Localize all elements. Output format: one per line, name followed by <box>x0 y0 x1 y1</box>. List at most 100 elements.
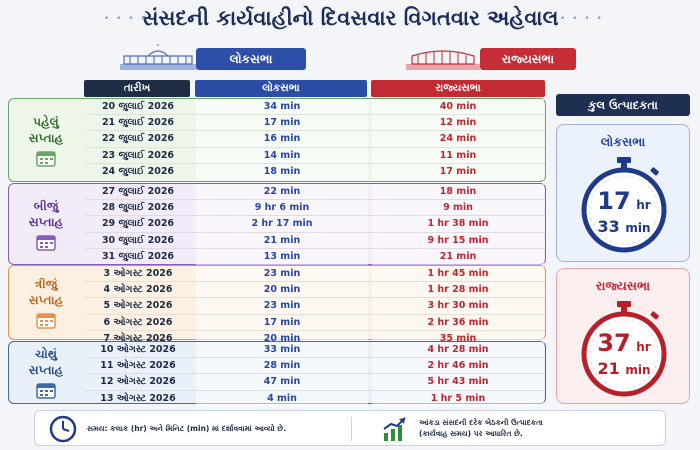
rajya-sabha-cell: 3 hr 30 min <box>372 298 544 314</box>
lok-sabha-cell: 14 min <box>196 147 368 163</box>
date-cell: 29 જુલાઈ 2026 <box>101 218 175 230</box>
title-decoration-right: • • • • <box>560 14 604 24</box>
date-cell: 4 ઓગસ્ટ 2026 <box>103 284 173 296</box>
date-cell: 13 ઓગસ્ટ 2026 <box>100 393 176 405</box>
table-row: 5 ઓગસ્ટ 2026 23 min 3 hr 30 min <box>85 298 545 315</box>
lok-sabha-cell: 2 hr 17 min <box>196 216 368 232</box>
rajya-sabha-banner: રાજ્યસભા <box>480 48 576 70</box>
rajya-sabha-cell: 40 min <box>372 99 544 115</box>
table-row: 24 જુલાઈ 2026 18 min 17 min <box>85 163 545 180</box>
rajya-sabha-cell: 18 min <box>372 184 544 200</box>
table-row: 30 જુલાઈ 2026 21 min 9 hr 15 min <box>85 232 545 249</box>
table-row: 22 જુલાઈ 2026 16 min 24 min <box>85 131 545 148</box>
lok-sabha-cell: 22 min <box>196 184 368 200</box>
rajya-sabha-cell: 9 hr 15 min <box>372 232 544 248</box>
week-label-line1: પહેલું <box>33 114 59 129</box>
rajya-sabha-cell: 17 min <box>372 163 544 180</box>
week-label-line2: સપ્તાહ <box>28 363 64 377</box>
table-row: 23 જુલાઈ 2026 14 min 11 min <box>85 147 545 164</box>
table-row: 13 ઓગસ્ટ 2026 4 min 1 hr 5 min <box>85 390 545 407</box>
date-column-header: તારીખ <box>84 80 190 97</box>
lok-sabha-minutes: 33 min <box>597 217 651 236</box>
rajya-sabha-cell: 1 hr 38 min <box>372 216 544 232</box>
table-row: 4 ઓગસ્ટ 2026 20 min 1 hr 28 min <box>85 282 545 299</box>
week-label-line1: ત્રીજું <box>34 277 58 291</box>
calendar-icon <box>36 313 56 329</box>
lok-sabha-cell: 23 min <box>196 298 368 314</box>
rajya-sabha-minutes: 21 min <box>597 359 651 378</box>
week-label-line1: ચોથું <box>35 347 57 361</box>
calendar-icon <box>36 383 56 399</box>
week-label: ચોથું સપ્તાહ <box>9 342 83 403</box>
footer-divider <box>351 417 352 441</box>
rajya-sabha-cell: 24 min <box>372 131 544 147</box>
table-row: 20 જુલાઈ 2026 34 min 40 min <box>85 99 545 116</box>
lok-sabha-cell: 28 min <box>196 358 368 374</box>
table-row: 11 ઓગસ્ટ 2026 28 min 2 hr 46 min <box>85 358 545 375</box>
week-label-line2: સપ્તાહ <box>28 293 64 307</box>
date-cell: 23 જુલાઈ 2026 <box>101 149 175 161</box>
table-row: 3 ઓગસ્ટ 2026 23 min 1 hr 45 min <box>85 266 545 283</box>
table-row: 21 જુલાઈ 2026 17 min 12 min <box>85 115 545 132</box>
rajya-sabha-cell: 2 hr 36 min <box>372 314 544 330</box>
rajya-sabha-cell: 2 hr 46 min <box>372 358 544 374</box>
rajya-sabha-productivity-card: રાજ્યસભા 37 hr 21 min <box>556 268 690 404</box>
parliament-building-icon <box>406 50 480 70</box>
date-cell: 31 જુલાઈ 2026 <box>101 251 175 263</box>
rajya-sabha-cell: 11 min <box>372 147 544 163</box>
lok-sabha-cell: 17 min <box>196 115 368 131</box>
calendar-icon <box>36 150 56 167</box>
date-cell: 10 ઓગસ્ટ 2026 <box>100 344 176 356</box>
lok-sabha-cell: 47 min <box>196 374 368 390</box>
week-label: ત્રીજું સપ્તાહ <box>9 266 83 339</box>
rajya-sabha-column-header: રાજ્યસભા <box>371 80 545 97</box>
week-label-line2: સપ્તાહ <box>28 214 64 229</box>
rajya-sabha-cell: 5 hr 43 min <box>372 374 544 390</box>
table-row: 12 ઓગસ્ટ 2026 47 min 5 hr 43 min <box>85 374 545 391</box>
week-label-line1: બીજું <box>33 198 59 213</box>
lok-sabha-cell: 20 min <box>196 282 368 298</box>
week-label: પહેલું સપ્તાહ <box>9 99 83 181</box>
footer-note: સમય: કલાક (hr) અને મિનિટ (min) માં દર્શા… <box>34 410 666 446</box>
week-rows: 27 જુલાઈ 2026 22 min 18 min 28 જુલાઈ 2026 9 … <box>85 184 545 265</box>
rajya-sabha-productivity-label: રાજ્યસભા <box>595 278 651 293</box>
lok-sabha-cell: 13 min <box>196 248 368 265</box>
footer-note-time-units: સમય: કલાક (hr) અને મિનિટ (min) માં દર્શા… <box>87 424 287 433</box>
title-decoration-left: • • • • <box>104 14 148 24</box>
total-productivity-header: કુલ ઉત્પાદકતા <box>556 94 690 116</box>
date-cell: 27 જુલાઈ 2026 <box>101 186 175 198</box>
lok-sabha-column-header: લોકસભા <box>195 80 367 97</box>
week-label-line2: સપ્તાહ <box>28 130 64 145</box>
date-cell: 21 જુલાઈ 2026 <box>101 117 175 129</box>
date-cell: 20 જુલાઈ 2026 <box>101 101 175 113</box>
lok-sabha-cell: 16 min <box>196 131 368 147</box>
rajya-sabha-hours: 37 hr <box>597 329 651 357</box>
lok-sabha-cell: 21 min <box>196 232 368 248</box>
table-row: 10 ઓગસ્ટ 2026 33 min 4 hr 28 min <box>85 342 545 359</box>
rajya-sabha-cell: 21 min <box>372 248 544 265</box>
calendar-icon <box>36 234 56 251</box>
lok-sabha-cell: 18 min <box>196 163 368 180</box>
lok-sabha-cell: 34 min <box>196 99 368 115</box>
week-rows: 3 ઓગસ્ટ 2026 23 min 1 hr 45 min 4 ઓગસ્ટ 202… <box>85 266 545 347</box>
growth-chart-icon <box>383 417 406 441</box>
rajya-sabha-cell: 1 hr 5 min <box>372 390 544 407</box>
table-row: 31 જુલાઈ 2026 13 min 21 min <box>85 248 545 265</box>
date-cell: 22 જુલાઈ 2026 <box>101 133 175 145</box>
week-block-3: ત્રીજું સપ્તાહ 3 ઓગસ્ટ 2026 23 min 1 hr 45 m… <box>8 265 546 347</box>
table-row: 27 જુલાઈ 2026 22 min 18 min <box>85 184 545 201</box>
week-rows: 20 જુલાઈ 2026 34 min 40 min 21 જુલાઈ 2026 17… <box>85 99 545 180</box>
lok-sabha-banner: લોકસભા <box>196 48 306 70</box>
week-block-4: ચોથું સપ્તાહ 10 ઓગસ્ટ 2026 33 min 4 hr 28 mi… <box>8 341 546 407</box>
lok-sabha-cell: 17 min <box>196 314 368 330</box>
lok-sabha-cell: 33 min <box>196 342 368 358</box>
table-row: 6 ઓગસ્ટ 2026 17 min 2 hr 36 min <box>85 314 545 331</box>
lok-sabha-productivity-card: લોકસભા 17 hr 33 min <box>556 124 690 262</box>
rajya-sabha-cell: 4 hr 28 min <box>372 342 544 358</box>
lok-sabha-productivity-label: લોકસભા <box>600 134 646 149</box>
stopwatch-icon <box>581 157 667 253</box>
date-cell: 7 ઓગસ્ટ 2026 <box>103 333 173 345</box>
lok-sabha-cell: 4 min <box>196 390 368 407</box>
date-cell: 11 ઓગસ્ટ 2026 <box>100 360 176 372</box>
week-block-1: પહેલું સપ્તાહ 20 જુલાઈ 2026 34 min 40 min 21 … <box>8 98 546 182</box>
